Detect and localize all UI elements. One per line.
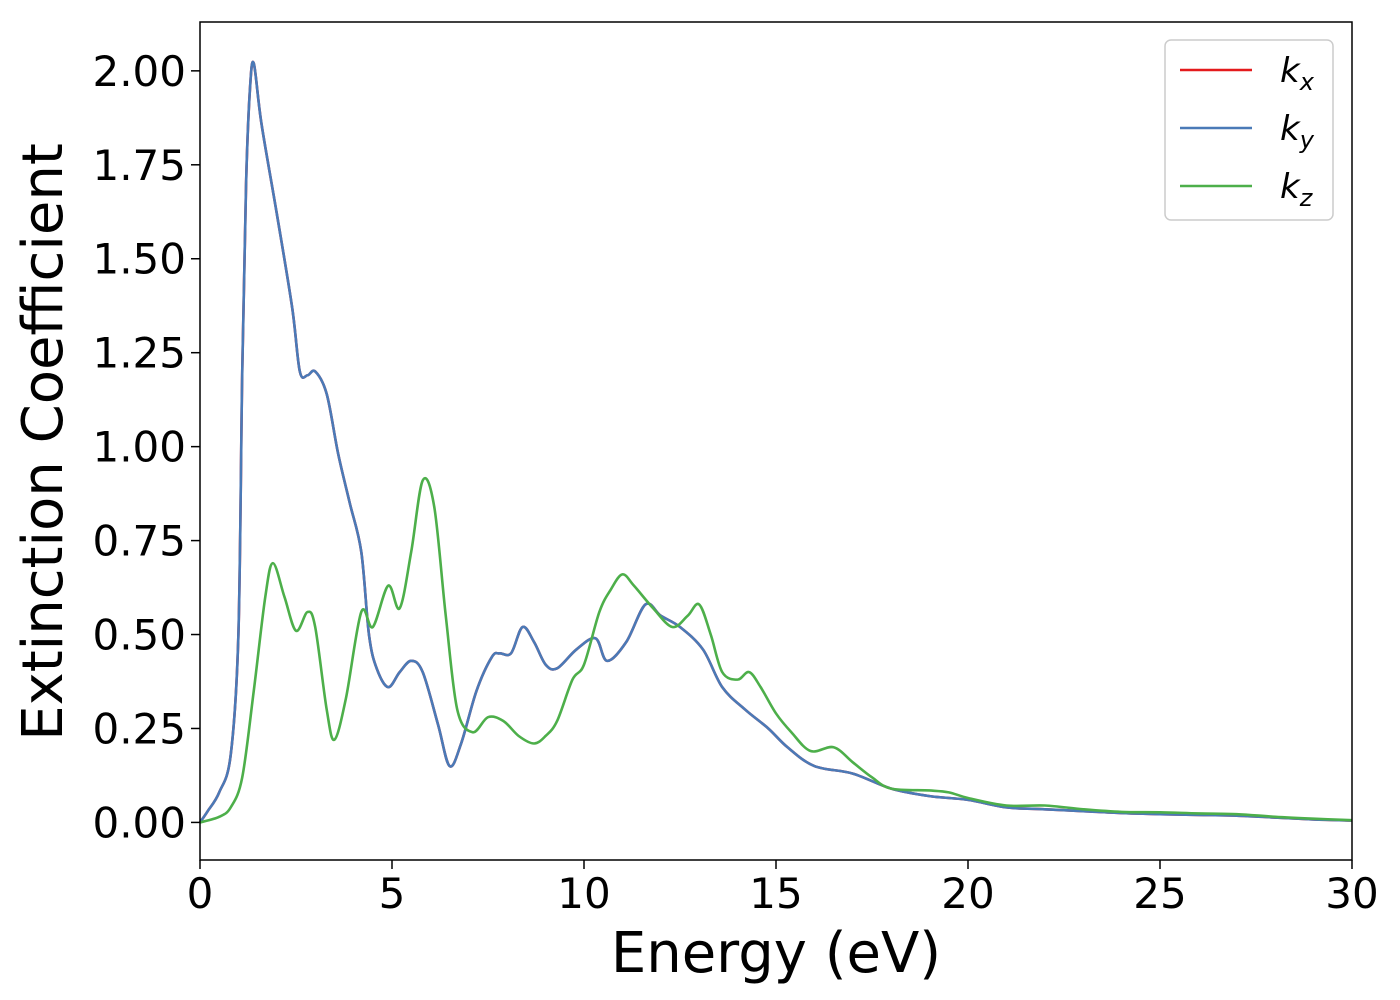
legend-frame <box>1164 39 1334 221</box>
x-tick-label: 5 <box>379 869 406 918</box>
y-tick-label: 0.50 <box>92 611 186 660</box>
y-ticks: 0.00 0.25 0.50 0.75 1.00 1.25 1.50 1.75 2.00 <box>92 47 200 847</box>
y-tick-label: 2.00 <box>92 47 186 96</box>
y-tick-label: 1.25 <box>92 329 186 378</box>
y-tick-label: 0.00 <box>92 798 186 847</box>
x-tick-label: 0 <box>187 869 214 918</box>
series-line-ky <box>198 60 1353 824</box>
y-tick-label: 1.75 <box>92 141 186 190</box>
y-tick-label: 0.75 <box>92 517 186 566</box>
x-ticks: 0 5 10 15 20 25 30 <box>187 860 1379 918</box>
x-tick-label: 10 <box>557 869 610 918</box>
y-tick-label: 0.25 <box>92 704 186 753</box>
x-tick-label: 25 <box>1133 869 1186 918</box>
series-line-kz <box>199 476 1353 824</box>
y-axis-label: Extinction Coefficient <box>11 143 76 741</box>
x-axis-label: Energy (eV) <box>611 921 941 986</box>
y-tick-label: 1.50 <box>92 235 186 284</box>
y-tick-label: 1.00 <box>92 423 186 472</box>
series-layer <box>198 60 1353 824</box>
x-tick-label: 20 <box>941 869 994 918</box>
x-tick-label: 15 <box>749 869 802 918</box>
x-tick-label: 30 <box>1325 869 1378 918</box>
